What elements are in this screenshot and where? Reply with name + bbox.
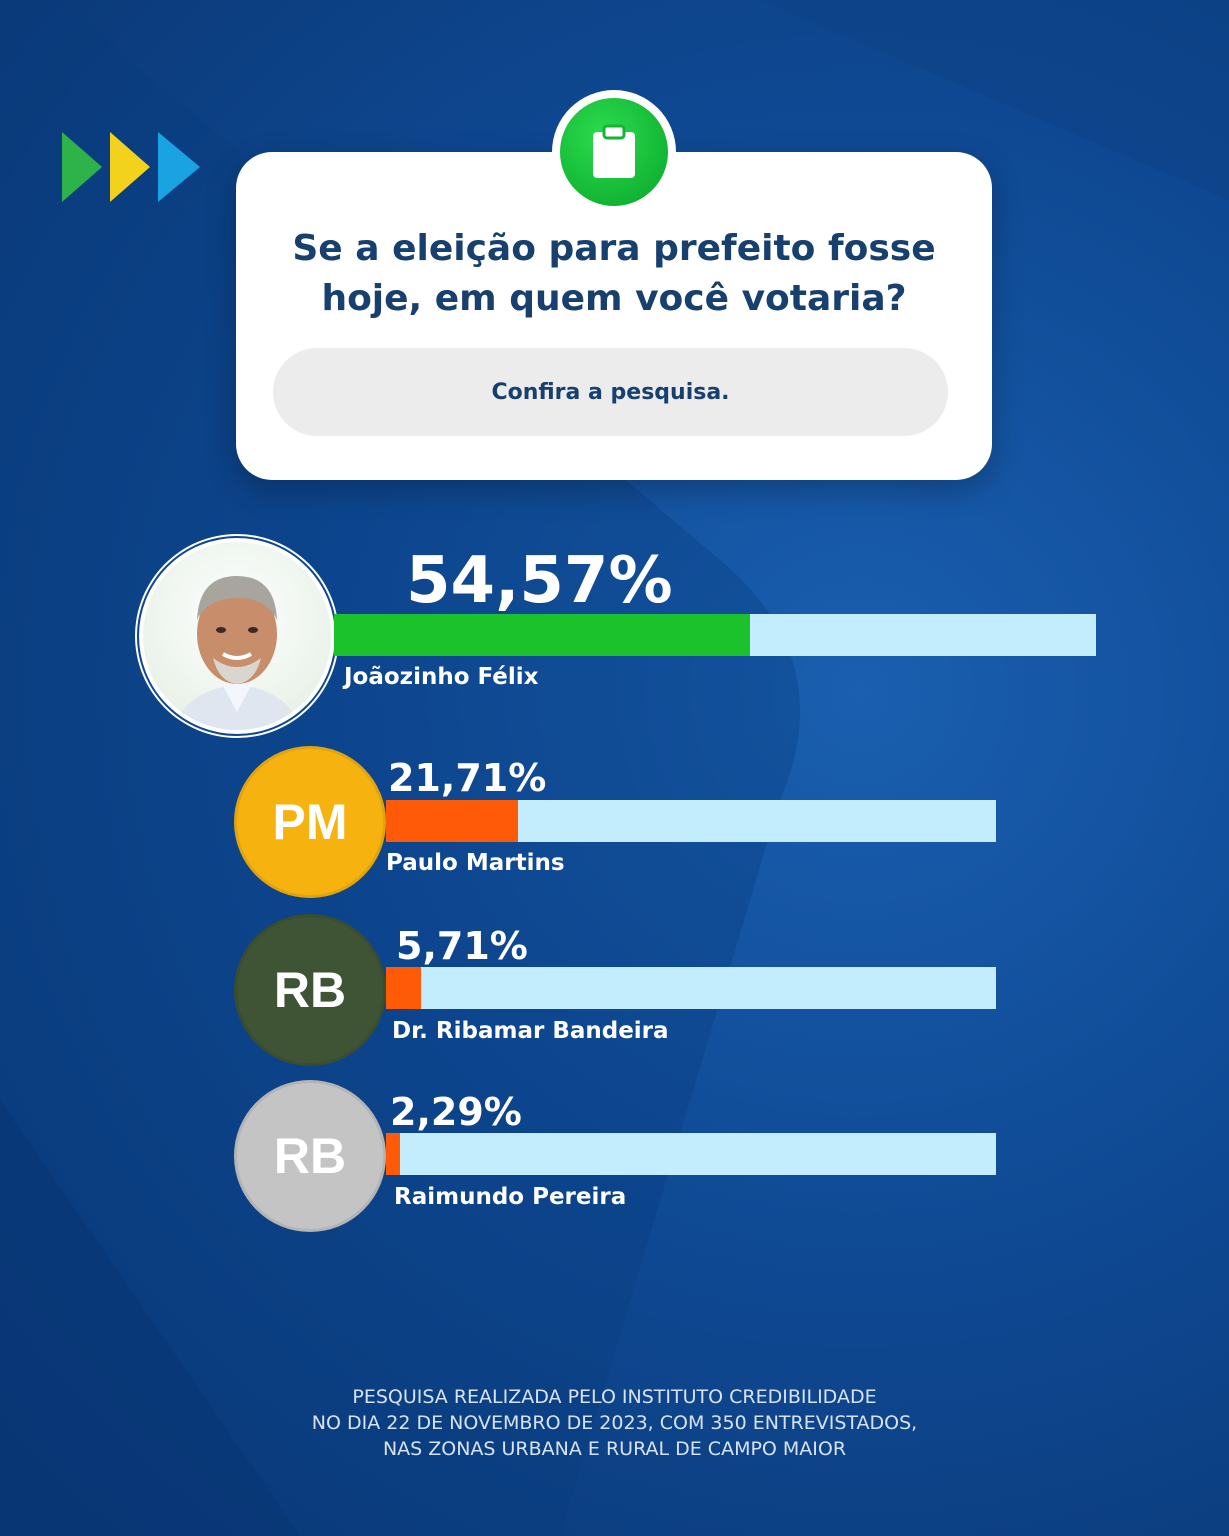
candidate-photo-joaozinho: [139, 538, 335, 734]
bar-value-label: 2,29%: [390, 1090, 522, 1134]
candidate-avatar-rb: RB: [234, 914, 386, 1066]
footnote-line-2: NO DIA 22 DE NOVEMBRO DE 2023, COM 350 E…: [311, 1412, 918, 1434]
candidate-name: Joãozinho Félix: [344, 664, 539, 690]
candidate-name: Paulo Martins: [386, 850, 565, 876]
candidate-avatar-pm: PM: [234, 746, 386, 898]
avatar-initials: PM: [272, 794, 348, 850]
survey-footnote: PESQUISA REALIZADA PELO INSTITUTO CREDIB…: [0, 1384, 1229, 1462]
confira-pesquisa-button[interactable]: Confira a pesquisa.: [273, 348, 948, 436]
question-line-2: hoje, em quem você votaria?: [321, 278, 907, 319]
bar-track: [386, 800, 996, 842]
bar-track: [334, 614, 1096, 656]
person-photo-icon: [143, 542, 331, 730]
bar-value-label: 21,71%: [388, 756, 547, 800]
clipboard-icon: [560, 98, 668, 206]
question-line-1: Se a eleição para prefeito fosse: [292, 228, 936, 269]
avatar-initials: RB: [273, 1128, 347, 1184]
bar-track: [386, 1133, 996, 1175]
bar: [386, 800, 519, 842]
candidate-name: Raimundo Pereira: [394, 1184, 627, 1210]
bar-value-label: 5,71%: [396, 924, 528, 968]
brand-logo-icon: [62, 132, 200, 202]
bar: [386, 967, 421, 1009]
footnote-line-1: PESQUISA REALIZADA PELO INSTITUTO CREDIB…: [352, 1386, 877, 1408]
bar: [334, 614, 750, 656]
bar: [386, 1133, 400, 1175]
candidate-name: Dr. Ribamar Bandeira: [392, 1018, 669, 1044]
question-title: Se a eleição para prefeito fosse hoje, e…: [236, 224, 992, 324]
clipboard-badge: [552, 90, 676, 214]
bar-track: [386, 967, 996, 1009]
bar-value-label: 54,57%: [406, 544, 673, 618]
footnote-line-3: NAS ZONAS URBANA E RURAL DE CAMPO MAIOR: [382, 1438, 847, 1460]
avatar-initials: RB: [273, 962, 347, 1018]
candidate-avatar-rb-2: RB: [234, 1080, 386, 1232]
